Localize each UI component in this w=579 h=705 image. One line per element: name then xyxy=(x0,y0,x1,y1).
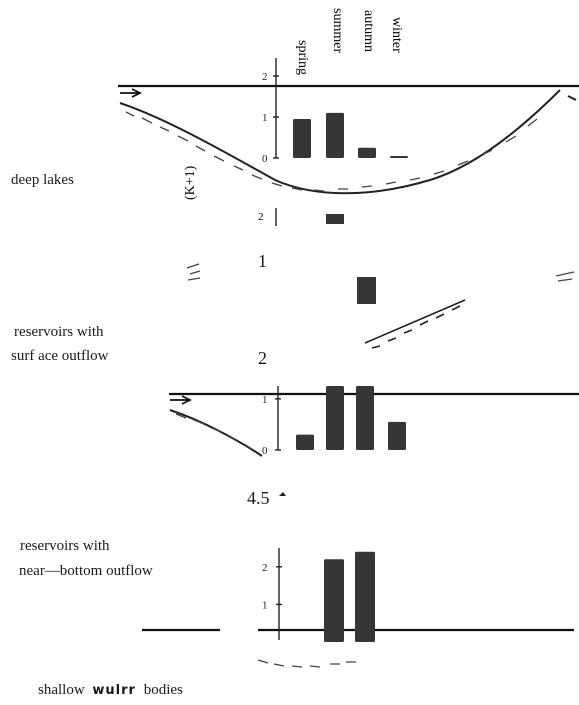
deep-lakes-panel: spring summer autumn winter 0 1 2 (K+1) 2 xyxy=(118,8,579,226)
season-label-spring: spring xyxy=(295,40,310,75)
bar-summer xyxy=(326,112,344,158)
y-tick-label: 0 xyxy=(262,153,268,165)
scale-number-4-5: 4.5 xyxy=(247,488,270,508)
deep-lakes-summer-bar-continuation xyxy=(326,214,344,224)
bar-spring xyxy=(296,434,314,450)
surface-outflow-bed-hatching xyxy=(175,413,253,450)
bar-winter xyxy=(390,156,408,158)
bar-summer xyxy=(326,386,344,450)
fragment-bar xyxy=(357,277,376,304)
deep-lakes-label: deep lakes xyxy=(11,172,74,188)
season-label-summer: summer xyxy=(330,8,345,53)
bottom-outflow-bed-hatching xyxy=(257,659,356,668)
bottom-outflow-panel: 21 xyxy=(142,548,574,668)
scale-marker-icon xyxy=(279,492,286,496)
water-word-smudged: wulrr xyxy=(92,683,136,698)
surface-inflow-arrow-icon xyxy=(170,395,193,405)
fragment-right xyxy=(555,271,575,282)
bar-spring xyxy=(293,119,311,158)
fragment-left xyxy=(186,263,201,281)
inflow-arrow-icon xyxy=(120,88,143,98)
shallow-word: shallow xyxy=(38,682,85,698)
lake-bed-hatching xyxy=(125,111,538,192)
bar-autumn xyxy=(356,386,374,450)
y-tick-label: 2 xyxy=(262,562,268,574)
y-tick-label: 1 xyxy=(262,599,268,611)
reservoirs-bottom-label-line2: near—bottom outflow xyxy=(19,563,153,579)
bodies-word: bodies xyxy=(143,682,183,698)
outflow-marker-icon xyxy=(567,95,577,101)
reservoirs-surface-label-line2: surf ace outflow xyxy=(11,348,109,364)
y-tick-label: 1 xyxy=(262,394,268,406)
y-tick-label: 0 xyxy=(262,445,268,457)
surface-outflow-panel: 01 xyxy=(169,386,579,457)
reservoirs-bottom-label-line1: reservoirs with xyxy=(20,538,110,554)
shallow-water-bodies-label: shallow wulrr bodies xyxy=(38,680,183,701)
bar-autumn xyxy=(355,551,375,642)
bar-autumn xyxy=(358,147,376,158)
reservoirs-surface-label-line1: reservoirs with xyxy=(14,324,104,340)
y-axis-title: (K+1) xyxy=(183,165,198,200)
deep-lakes-extra-tick: 2 xyxy=(258,211,264,223)
bar-winter xyxy=(388,421,406,450)
season-label-autumn: autumn xyxy=(361,10,376,52)
y-tick-label: 1 xyxy=(262,112,268,124)
y-tick-label: 2 xyxy=(262,71,268,83)
fragment-lake-bed xyxy=(364,299,466,349)
season-label-winter: winter xyxy=(389,17,404,53)
bar-summer xyxy=(324,559,344,642)
scale-number-1: 1 xyxy=(258,251,267,271)
lake-bed-profile xyxy=(119,89,561,195)
scale-number-2: 2 xyxy=(258,348,267,368)
